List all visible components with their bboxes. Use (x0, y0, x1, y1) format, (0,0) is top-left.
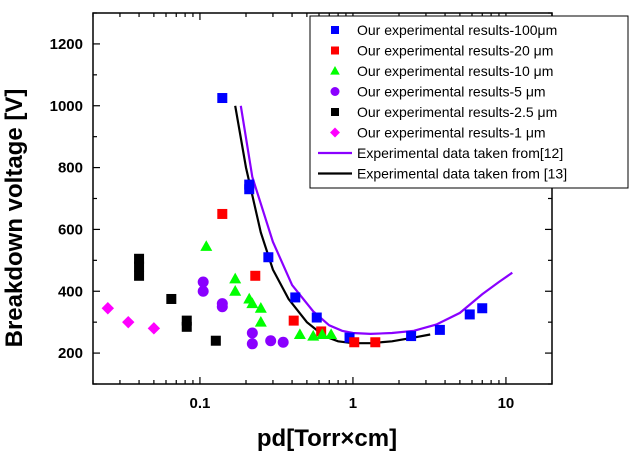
legend-swatch (331, 46, 339, 55)
data-point (246, 297, 259, 309)
data-point (406, 331, 417, 342)
data-point (101, 302, 115, 315)
data-point (349, 337, 360, 348)
data-point (263, 252, 274, 263)
x-tick-label: 0.1 (190, 395, 211, 412)
series-line (239, 105, 513, 336)
data-point (166, 293, 177, 304)
legend-label: Our experimental results-20 μm (357, 43, 553, 59)
data-point (134, 261, 145, 272)
data-point (147, 322, 161, 335)
data-point (246, 338, 258, 350)
legend-swatch (331, 26, 339, 34)
data-point (181, 321, 192, 332)
data-point (316, 328, 329, 340)
y-tick-label: 1200 (50, 36, 83, 53)
legend-label: Our experimental results-2.5 μm (357, 104, 557, 120)
data-point (197, 276, 209, 288)
legend-swatch (330, 87, 340, 96)
y-tick-label: 400 (58, 283, 83, 300)
y-tick-label: 1000 (50, 98, 83, 115)
axes: 0.1 1 10 200 400 600 800 1000 1200 (50, 12, 553, 412)
data-point (244, 184, 255, 195)
data-point (181, 315, 192, 326)
data-point (217, 208, 228, 219)
data-point (254, 302, 267, 313)
data-point (197, 285, 209, 297)
data-point (265, 335, 277, 347)
data-point (254, 315, 267, 327)
x-axis-title: pd[Torr×cm] (257, 425, 397, 452)
data-point (229, 272, 242, 284)
legend-swatch (331, 108, 339, 116)
y-tick-label: 600 (58, 221, 83, 238)
legend-swatch (330, 66, 340, 75)
data-point (434, 324, 445, 335)
data-point (477, 303, 488, 314)
data-point (246, 327, 258, 339)
data-point (134, 270, 145, 281)
legend-label: Experimental data taken from [13] (357, 166, 567, 182)
data-point (277, 336, 289, 348)
y-tick-label: 200 (58, 345, 83, 362)
y-tick-label: 800 (58, 160, 83, 177)
y-axis-title: Breakdown voltage [V] (1, 89, 28, 348)
data-point (311, 312, 322, 323)
legend-label: Experimental data taken from[12] (357, 145, 563, 161)
data-point (229, 285, 242, 296)
data-point (250, 270, 261, 281)
x-tick-label: 10 (498, 395, 515, 412)
legend-label: Our experimental results-100μm (357, 22, 557, 38)
plot-area (101, 93, 513, 350)
legend-label: Our experimental results-10 μm (357, 63, 553, 79)
data-point (210, 335, 221, 346)
data-point (134, 253, 145, 264)
data-point (288, 315, 299, 326)
data-point (307, 329, 320, 341)
legend-swatch (330, 127, 340, 138)
data-point (200, 240, 213, 251)
data-point (464, 309, 475, 320)
data-point (290, 292, 301, 303)
legend-label: Our experimental results-5 μm (357, 84, 546, 100)
legend-box (309, 15, 629, 189)
data-point (370, 337, 381, 348)
data-point (122, 315, 135, 329)
data-point (293, 328, 306, 340)
data-point (216, 301, 228, 313)
data-point (325, 328, 338, 340)
legend: Our experimental results-100μm Our experi… (309, 15, 629, 189)
data-point (217, 93, 228, 104)
x-tick-label: 1 (349, 395, 357, 412)
legend-label: Our experimental results-1 μm (357, 125, 546, 141)
